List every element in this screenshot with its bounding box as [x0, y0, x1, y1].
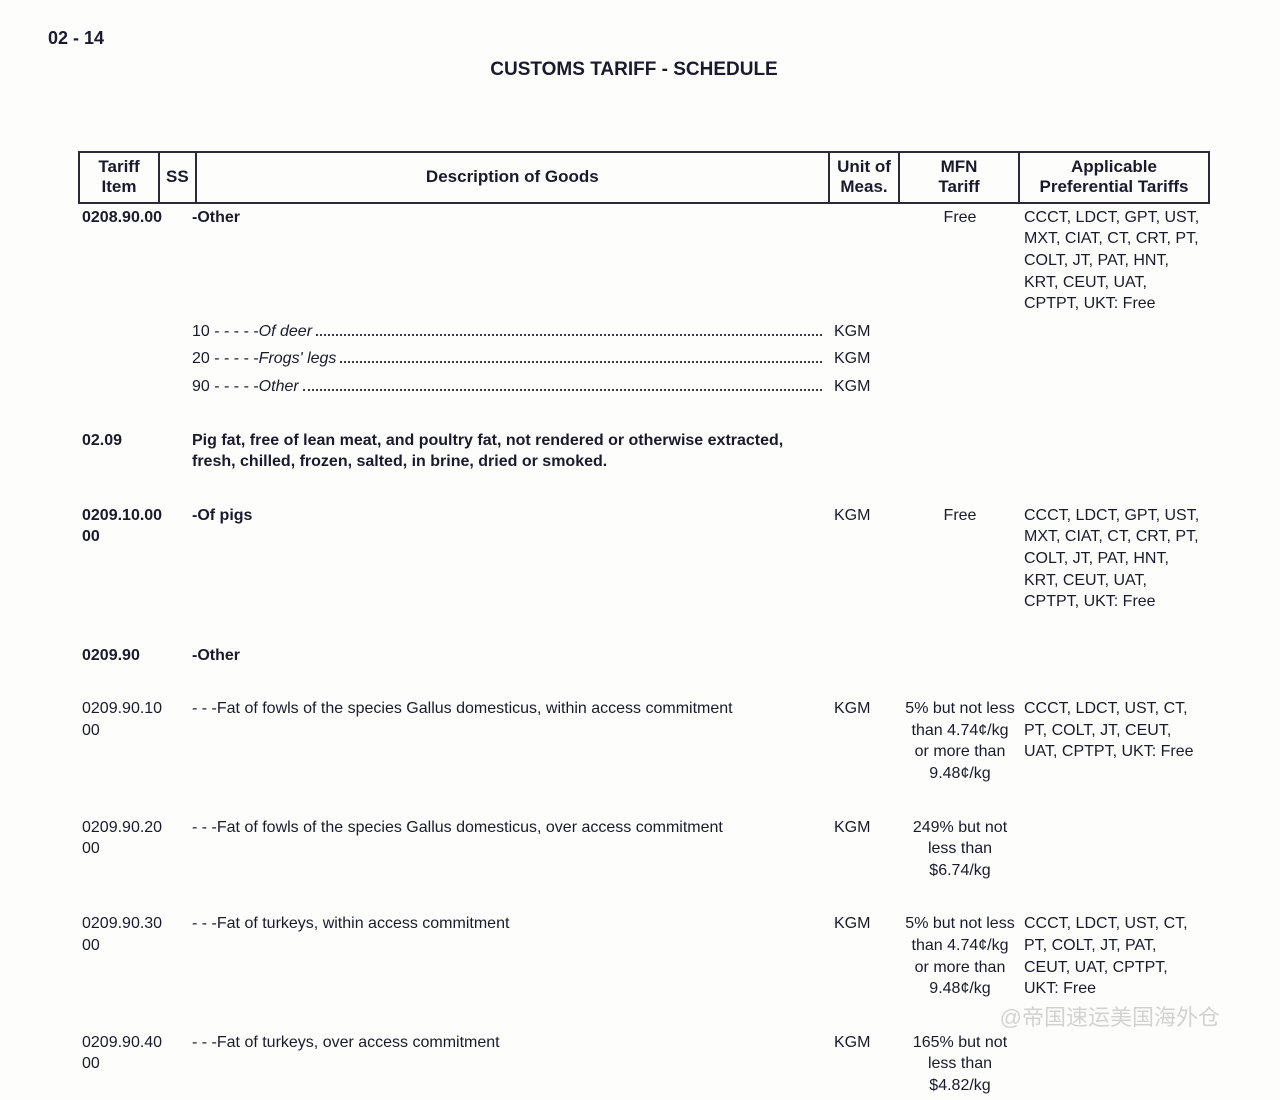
table-row: 0208.90.00-Other FreeCCCT, LDCT, GPT, UST… [78, 204, 1210, 318]
cell-tariff-item: 0209.90 [78, 642, 188, 670]
cell-preferential-tariffs [1020, 427, 1210, 476]
cell-unit [830, 642, 900, 670]
cell-unit: KGM [830, 695, 900, 787]
tariff-table: TariffItem SS Description of Goods Unit … [78, 151, 1210, 1100]
table-row: 0209.90.30 00- - -Fat of turkeys, within… [78, 910, 1210, 1002]
table-row: 90 - - - - -Other KGM [78, 373, 1210, 401]
table-header: TariffItem SS Description of Goods Unit … [78, 151, 1210, 204]
dotted-leader [316, 334, 822, 336]
table-row [78, 669, 1210, 695]
cell-mfn-tariff [900, 642, 1020, 670]
cell-tariff-item: 0209.90.10 00 [78, 695, 188, 787]
dotted-leader [340, 361, 822, 363]
cell-preferential-tariffs: CCCT, LDCT, GPT, UST, MXT, CIAT, CT, CRT… [1020, 502, 1210, 616]
cell-tariff-item: 0209.90.20 00 [78, 814, 188, 885]
cell-preferential-tariffs [1020, 814, 1210, 885]
cell-unit: KGM [830, 502, 900, 616]
sub-item-label: 10 - - - - -Of deer [192, 321, 312, 343]
cell-description: -Other [188, 204, 830, 318]
cell-mfn-tariff [900, 427, 1020, 476]
cell-description: - - -Fat of turkeys, within access commi… [188, 910, 830, 1002]
cell-tariff-item: 0209.10.00 00 [78, 502, 188, 616]
cell-tariff-item: 0209.90.30 00 [78, 910, 188, 1002]
cell-preferential-tariffs [1020, 642, 1210, 670]
cell-preferential-tariffs [1020, 1029, 1210, 1100]
cell-tariff-item: 0208.90.00 [78, 204, 188, 318]
document-title: CUSTOMS TARIFF - SCHEDULE [48, 59, 1220, 81]
col-header-pref: ApplicablePreferential Tariffs [1019, 152, 1209, 203]
cell-mfn-tariff: 5% but not less than 4.74¢/kg or more th… [900, 695, 1020, 787]
table-row: 0209.90.40 00- - -Fat of turkeys, over a… [78, 1029, 1210, 1100]
table-row: 02.09Pig fat, free of lean meat, and pou… [78, 427, 1210, 476]
watermark: @帝国速运美国海外仓 [1000, 1000, 1220, 1032]
table-row [78, 788, 1210, 814]
cell-description: -Of pigs [188, 502, 830, 616]
sub-item-label: 20 - - - - -Frogs' legs [192, 348, 336, 370]
col-header-ss: SS [159, 152, 196, 203]
cell-mfn-tariff: 165% but not less than $4.82/kg [900, 1029, 1020, 1100]
col-header-tariff-item: TariffItem [79, 152, 159, 203]
table-row [78, 476, 1210, 502]
table-row: 0209.90-Other [78, 642, 1210, 670]
table-row: 0209.90.10 00- - -Fat of fowls of the sp… [78, 695, 1210, 787]
cell-tariff-item: 02.09 [78, 427, 188, 476]
dotted-leader [303, 389, 822, 391]
cell-description: Pig fat, free of lean meat, and poultry … [188, 427, 830, 476]
cell-preferential-tariffs: CCCT, LDCT, GPT, UST, MXT, CIAT, CT, CRT… [1020, 204, 1210, 318]
table-row: 20 - - - - -Frogs' legs KGM [78, 345, 1210, 373]
cell-unit: KGM [830, 814, 900, 885]
cell-tariff-item: 0209.90.40 00 [78, 1029, 188, 1100]
cell-mfn-tariff: Free [900, 204, 1020, 318]
sub-item-label: 90 - - - - -Other [192, 376, 299, 398]
col-header-description: Description of Goods [196, 152, 829, 203]
cell-preferential-tariffs: CCCT, LDCT, UST, CT, PT, COLT, JT, PAT, … [1020, 910, 1210, 1002]
cell-description: - - -Fat of fowls of the species Gallus … [188, 814, 830, 885]
table-row: 0209.90.20 00- - -Fat of fowls of the sp… [78, 814, 1210, 885]
cell-description: - - -Fat of turkeys, over access commitm… [188, 1029, 830, 1100]
cell-mfn-tariff: 5% but not less than 4.74¢/kg or more th… [900, 910, 1020, 1002]
cell-description: -Other [188, 642, 830, 670]
cell-mfn-tariff: Free [900, 502, 1020, 616]
cell-preferential-tariffs: CCCT, LDCT, UST, CT, PT, COLT, JT, CEUT,… [1020, 695, 1210, 787]
table-row: 0209.10.00 00-Of pigsKGMFreeCCCT, LDCT, … [78, 502, 1210, 616]
cell-unit: KGM [830, 910, 900, 1002]
col-header-mfn: MFNTariff [899, 152, 1019, 203]
table-row [78, 401, 1210, 427]
table-body: 0208.90.00-OtherFreeCCCT, LDCT, GPT, UST… [78, 204, 1210, 1100]
page-number: 02 - 14 [48, 28, 1220, 49]
cell-unit: KGM [830, 318, 900, 346]
table-row: 10 - - - - -Of deer KGM [78, 318, 1210, 346]
cell-unit [830, 204, 900, 318]
table-row [78, 884, 1210, 910]
col-header-unit: Unit ofMeas. [829, 152, 899, 203]
cell-mfn-tariff: 249% but not less than $6.74/kg [900, 814, 1020, 885]
cell-unit: KGM [830, 345, 900, 373]
cell-unit [830, 427, 900, 476]
table-row [78, 616, 1210, 642]
cell-description: - - -Fat of fowls of the species Gallus … [188, 695, 830, 787]
cell-unit: KGM [830, 1029, 900, 1100]
cell-unit: KGM [830, 373, 900, 401]
